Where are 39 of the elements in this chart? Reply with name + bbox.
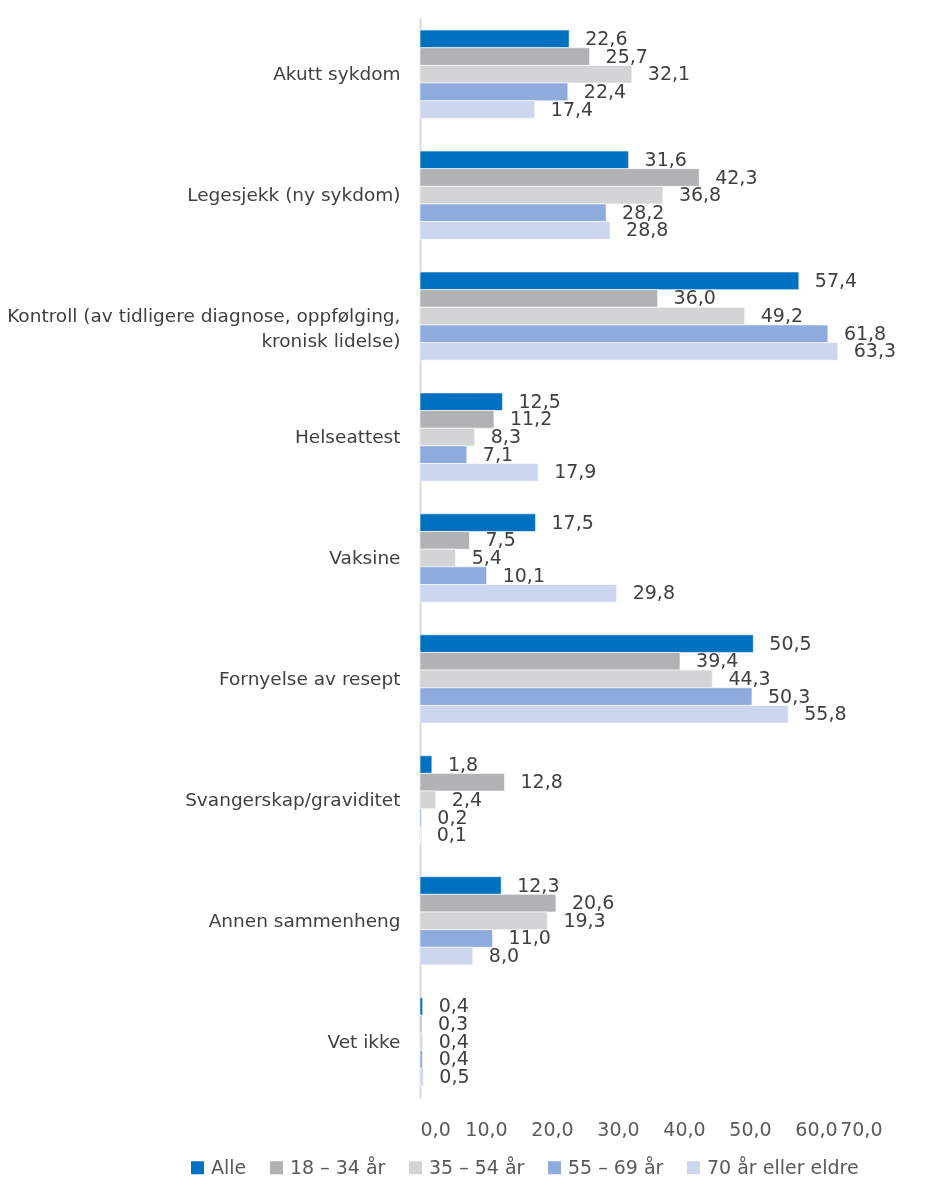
data-label: 1,8 [447, 752, 479, 775]
legend-label: Alle [211, 1155, 247, 1178]
y-tick-label: Fornyelse av resept [219, 667, 401, 689]
x-tick-label: 70,0 [840, 1117, 883, 1140]
y-tick-label: Annen sammenheng [208, 909, 401, 931]
data-label: 57,4 [814, 268, 858, 291]
data-label: 17,5 [551, 510, 594, 533]
y-tick-label: Akutt sykdom [273, 63, 401, 85]
x-tick-label: 60,0 [795, 1117, 838, 1140]
x-tick-label: 40,0 [663, 1117, 706, 1140]
legend-label: 55 – 69 år [568, 1155, 664, 1178]
y-tick-label: Legesjekk (ny sykdom) [187, 184, 401, 206]
data-label: 49,2 [760, 304, 804, 327]
legend-label: 18 – 34 år [290, 1155, 386, 1178]
data-label: 0,4 [438, 994, 469, 1017]
x-tick-label: 50,0 [729, 1117, 772, 1140]
x-tick-label: 20,0 [531, 1117, 574, 1140]
legend-label: 35 – 54 år [429, 1155, 525, 1178]
y-tick-label: Svangerskap/graviditet [185, 788, 401, 810]
data-label: 7,5 [485, 528, 516, 551]
y-tick-label: Kontroll (av tidligere diagnose, oppfølging, kronisk lidelse) [7, 305, 401, 352]
data-label: 12,8 [520, 770, 563, 793]
x-tick-label: 10,0 [465, 1117, 508, 1140]
y-tick-label: Vet ikke [327, 1030, 401, 1052]
legend-label: 70 år eller eldre [707, 1155, 859, 1178]
y-tick-label: Vaksine [329, 547, 401, 568]
data-label: 12,3 [517, 873, 560, 896]
data-label: 36,0 [673, 286, 716, 309]
data-label: 28,2 [622, 200, 665, 223]
y-tick-label: Helseattest [294, 426, 401, 448]
x-tick-label: 30,0 [597, 1117, 640, 1140]
data-label: 29,8 [632, 581, 675, 604]
data-label: 17,9 [554, 460, 597, 483]
data-label: 10,1 [502, 563, 545, 586]
x-tick-label: 0,0 [420, 1117, 451, 1140]
data-label: 61,8 [843, 321, 887, 344]
data-label: 50,5 [769, 631, 812, 654]
data-label: 31,6 [644, 147, 687, 170]
data-label: 32,1 [647, 62, 691, 85]
